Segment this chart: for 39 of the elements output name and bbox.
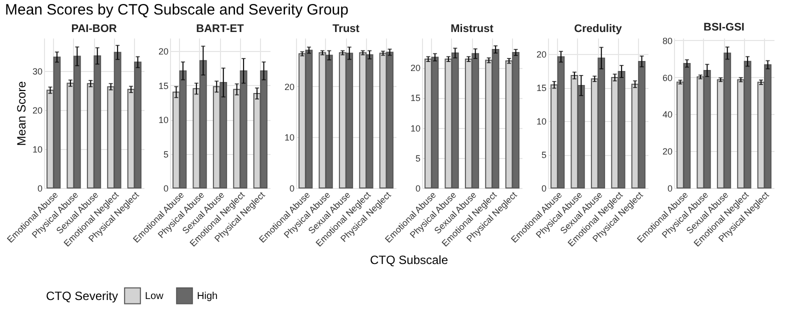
- y-tick-label: 10: [536, 116, 546, 127]
- y-tick-label: 10: [410, 123, 420, 134]
- y-tick-label: 20: [410, 63, 420, 74]
- y-tick-label: 15: [536, 83, 546, 94]
- chart-title: Mistrust: [450, 23, 494, 35]
- y-tick-label: 10: [284, 132, 294, 143]
- y-tick-label: 0: [541, 184, 546, 194]
- y-tick-label: 10: [32, 144, 42, 155]
- y-tick-label: 0: [289, 184, 294, 194]
- y-tick-label: 10: [158, 115, 168, 126]
- text: Mean Scores by CTQ Subscale and Severity Group: [4, 1, 348, 18]
- y-tick-label: 20: [662, 146, 672, 157]
- y-tick-label: 15: [158, 80, 168, 91]
- legend-label: High: [197, 290, 218, 302]
- y-tick-label: 60: [662, 72, 672, 83]
- chart-title: BART-ET: [196, 23, 244, 35]
- y-tick-label: 0: [667, 184, 672, 194]
- chart-title: Credulity: [574, 23, 623, 35]
- y-tick-label: 40: [662, 110, 672, 120]
- y-tick-label: 20: [158, 46, 168, 57]
- chart-title: BSI-GSI: [704, 21, 744, 34]
- y-tick-label: 0: [37, 184, 42, 194]
- y-tick-label: 15: [410, 93, 420, 104]
- text: CTQ Subscale: [370, 253, 448, 267]
- legend-title: CTQ Severity: [46, 289, 118, 303]
- y-tick-label: 5: [541, 150, 546, 160]
- y-tick-label: 20: [32, 106, 42, 116]
- chart-title: Trust: [332, 23, 360, 35]
- y-tick-label: 5: [163, 149, 168, 160]
- y-tick-label: 5: [415, 153, 420, 164]
- y-axis-title: Mean Score: [14, 80, 28, 146]
- y-tick-label: 0: [415, 184, 420, 194]
- y-tick-label: 80: [662, 36, 672, 46]
- chart-title: PAI-BOR: [71, 23, 117, 35]
- legend-label: Low: [145, 290, 164, 302]
- y-tick-label: 0: [163, 184, 168, 194]
- y-tick-label: 20: [284, 82, 294, 92]
- y-tick-label: 30: [32, 66, 42, 77]
- y-tick-label: 20: [536, 50, 546, 60]
